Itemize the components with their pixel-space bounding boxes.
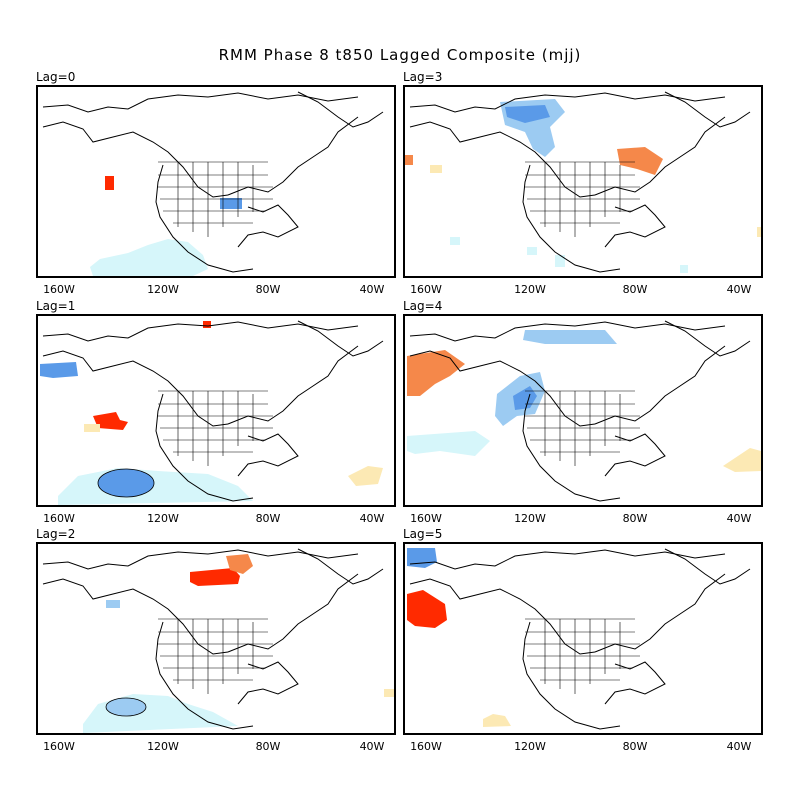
anomaly-weak-cold [90, 239, 208, 276]
x-tick-120w: 120W [147, 512, 179, 525]
map-lag0 [42, 91, 384, 276]
x-tick-40w: 40W [726, 512, 752, 525]
panel-label-lag0: Lag=0 [36, 70, 76, 84]
coastlines [409, 548, 751, 730]
coastline-west-us [155, 164, 254, 273]
x-tick-40w: 40W [726, 740, 752, 753]
state-grid [525, 390, 640, 466]
x-tick-160w: 160W [410, 512, 442, 525]
state-grid [158, 161, 273, 237]
greenland-coast [297, 91, 384, 128]
state-grid [525, 161, 640, 237]
coastline-alaska [42, 121, 229, 198]
x-tick-40w: 40W [359, 512, 385, 525]
x-tick-120w: 120W [147, 283, 179, 296]
anomaly-strong-warm [407, 590, 447, 628]
state-grid [525, 618, 640, 694]
anomaly-warm [226, 554, 253, 574]
x-tick-160w: 160W [410, 740, 442, 753]
x-tick-120w: 120W [147, 740, 179, 753]
anomaly-strong-warm [93, 412, 128, 430]
anomaly-warm [407, 350, 465, 396]
panel-label-lag5: Lag=5 [403, 527, 443, 541]
anomaly-weak-cold [407, 431, 490, 456]
x-tick-160w: 160W [43, 283, 75, 296]
anomaly-strong-cold [220, 198, 242, 209]
anomaly-weak-cold [83, 694, 238, 733]
anomaly-weak-warm-2 [757, 227, 761, 237]
state-grid [158, 618, 273, 694]
anomaly-weak-warm-1 [430, 165, 442, 173]
map-panel-lag3 [403, 85, 763, 278]
anomaly-strong-warm [105, 176, 114, 190]
map-panel-lag5 [403, 542, 763, 735]
map-lag5 [407, 548, 751, 730]
x-tick-40w: 40W [359, 283, 385, 296]
x-tick-80w: 80W [255, 283, 281, 296]
x-tick-160w: 160W [43, 512, 75, 525]
map-lag2 [42, 548, 394, 733]
anomaly-strong-cold [407, 548, 437, 568]
x-tick-80w: 80W [622, 512, 648, 525]
anomaly-strong-cold [97, 468, 155, 498]
anomaly-weak-warm [384, 689, 394, 697]
anomaly-cold [105, 697, 147, 717]
x-tick-40w: 40W [359, 740, 385, 753]
panel-label-lag2: Lag=2 [36, 527, 76, 541]
coastlines [42, 320, 384, 502]
panel-label-lag3: Lag=3 [403, 70, 443, 84]
x-tick-160w: 160W [410, 283, 442, 296]
anomaly-weak-warm-south [483, 714, 511, 727]
anomaly-weak-warm-east [348, 466, 383, 486]
panel-label-lag1: Lag=1 [36, 299, 76, 313]
x-tick-80w: 80W [255, 740, 281, 753]
anomaly-strong-cold-alaska [40, 362, 78, 378]
anomaly-strong-warm-edge [405, 155, 413, 165]
x-tick-120w: 120W [514, 283, 546, 296]
x-tick-80w: 80W [622, 740, 648, 753]
state-grid [158, 390, 273, 466]
anomaly-weak-warm [723, 448, 761, 472]
coastlines [409, 320, 751, 502]
map-panel-lag4 [403, 314, 763, 507]
anomaly-strong-cold [505, 105, 550, 123]
anomaly-cold-north [106, 600, 120, 608]
map-lag1 [40, 320, 384, 505]
map-panel-lag0 [36, 85, 396, 278]
anomaly-strong-warm [190, 568, 240, 586]
map-panel-lag2 [36, 542, 396, 735]
coastline-gulf [237, 204, 299, 248]
anomaly-weak-warm [84, 424, 100, 432]
map-lag4 [407, 320, 761, 502]
coastline-east [227, 116, 359, 196]
anomaly-weak-cold-group [450, 237, 688, 273]
anomaly-weak-cold [58, 468, 253, 505]
map-panel-lag1 [36, 314, 396, 507]
coastline-arctic [42, 92, 359, 113]
map-lag3 [405, 91, 761, 273]
x-tick-120w: 120W [514, 512, 546, 525]
coastlines [42, 548, 384, 730]
x-tick-80w: 80W [622, 283, 648, 296]
x-tick-80w: 80W [255, 512, 281, 525]
x-tick-40w: 40W [726, 283, 752, 296]
panel-label-lag4: Lag=4 [403, 299, 443, 313]
anomaly-cold-north [523, 330, 617, 344]
anomaly-warm [617, 147, 663, 175]
figure-title: RMM Phase 8 t850 Lagged Composite (mjj) [218, 46, 582, 64]
x-tick-160w: 160W [43, 740, 75, 753]
anomaly-strong-warm-north [203, 321, 211, 328]
x-tick-120w: 120W [514, 740, 546, 753]
